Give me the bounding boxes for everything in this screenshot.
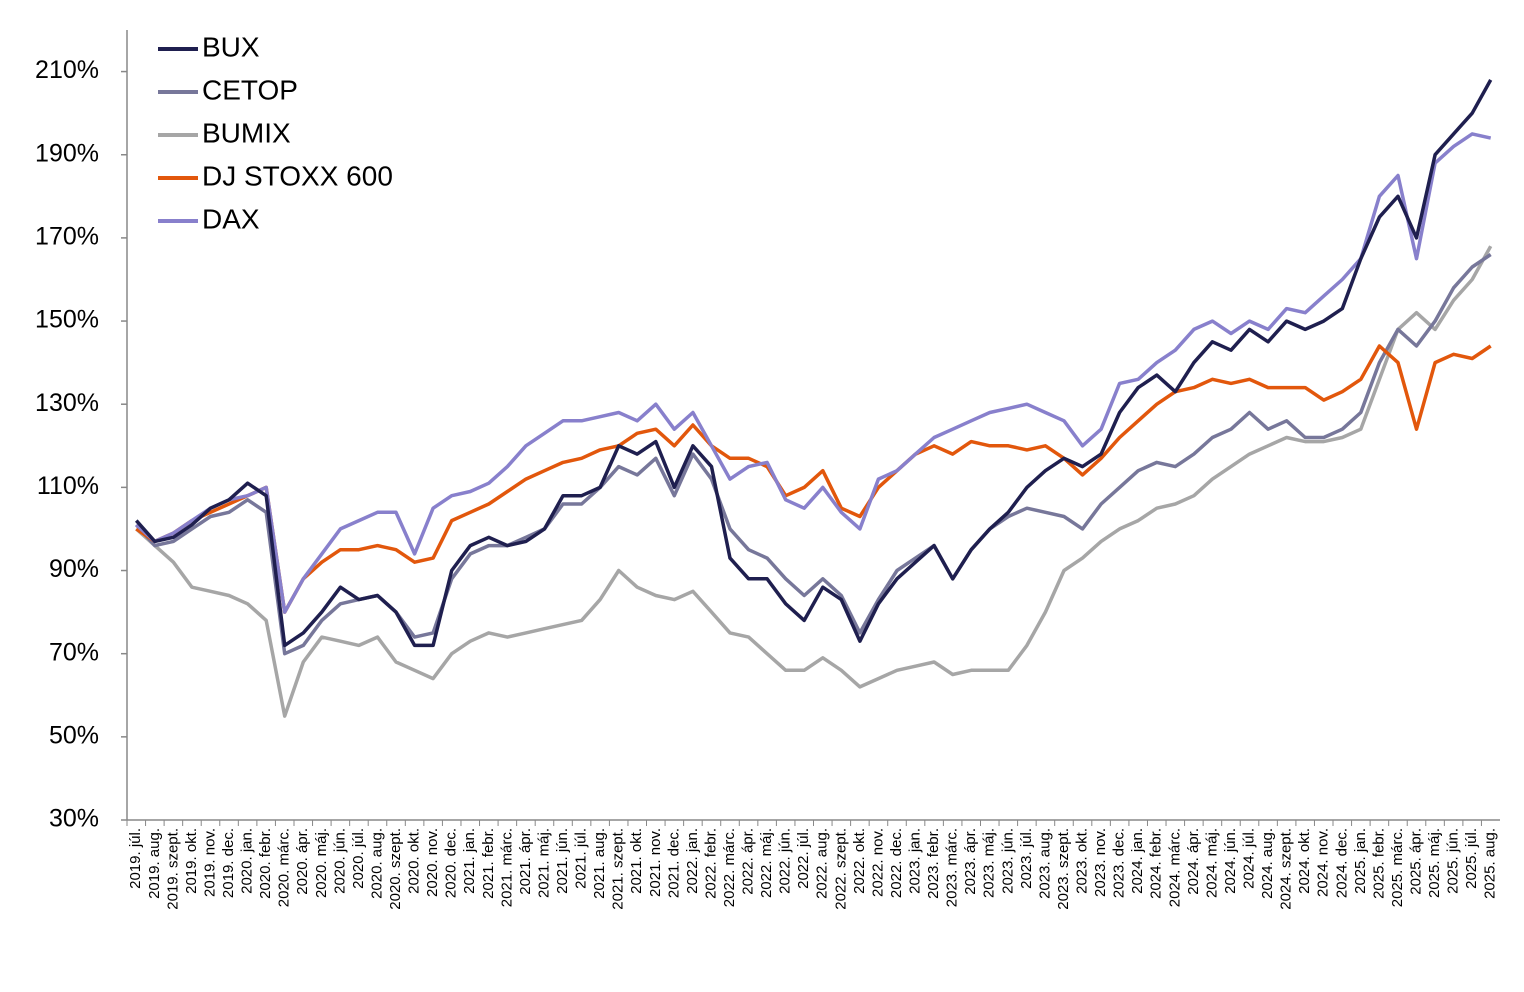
x-tick-label: 2022. júl. xyxy=(795,828,812,889)
x-tick-label: 2023. márc. xyxy=(944,828,961,907)
x-tick-label: 2024. jan. xyxy=(1129,828,1146,894)
x-tick-label: 2025. máj. xyxy=(1426,828,1443,898)
x-tick-label: 2021. febr. xyxy=(480,828,497,899)
y-tick-label: 190% xyxy=(35,139,99,167)
x-tick-label: 2021. máj. xyxy=(535,828,552,898)
x-tick-label: 2021. jún. xyxy=(554,828,571,894)
x-tick-label: 2021. dec. xyxy=(665,828,682,898)
y-tick-label: 110% xyxy=(37,472,99,500)
series-line xyxy=(134,79,1493,648)
y-tick-label: 30% xyxy=(49,805,99,833)
x-tick-label: 2025. aug. xyxy=(1482,828,1499,899)
y-tick-label: 70% xyxy=(49,638,99,666)
x-tick-label: 2024. nov. xyxy=(1315,828,1332,897)
x-tick-label: 2024. márc. xyxy=(1166,828,1183,907)
x-tick-label: 2023. febr. xyxy=(925,828,942,899)
x-tick-label: 2023. jún. xyxy=(999,828,1016,894)
x-tick-label: 2024. febr. xyxy=(1148,828,1165,899)
x-tick-label: 2024. jún. xyxy=(1222,828,1239,894)
x-tick-label: 2021. okt. xyxy=(628,828,645,894)
x-tick-label: 2022. márc. xyxy=(721,828,738,907)
x-tick-label: 2019. szept. xyxy=(164,828,181,910)
x-tick-label: 2024. máj. xyxy=(1203,828,1220,898)
x-tick-label: 2022. szept. xyxy=(832,828,849,910)
x-tick-label: 2023. dec. xyxy=(1111,828,1128,898)
x-tick-label: 2024. júl. xyxy=(1240,828,1257,889)
x-tick-label: 2021. szept. xyxy=(610,828,627,910)
x-tick-label: 2023. nov. xyxy=(1092,828,1109,897)
legend-label: DAX xyxy=(202,203,260,234)
y-tick-label: 130% xyxy=(35,389,99,417)
x-tick-label: 2022. jún. xyxy=(777,828,794,894)
x-tick-label: 2020. szept. xyxy=(387,828,404,910)
x-tick-label: 2021. ápr. xyxy=(517,828,534,895)
x-tick-label: 2022. dec. xyxy=(888,828,905,898)
y-tick-label: 210% xyxy=(35,56,99,84)
x-tick-label: 2020. jún. xyxy=(331,828,348,894)
x-tick-label: 2023. jan. xyxy=(907,828,924,894)
series-line xyxy=(135,132,1492,614)
x-tick-label: 2024. szept. xyxy=(1278,828,1295,910)
y-tick-label: 170% xyxy=(35,223,99,251)
x-tick-label: 2023. okt. xyxy=(1074,828,1091,894)
x-tick-label: 2021. jan. xyxy=(461,828,478,894)
x-tick-label: 2020. dec. xyxy=(443,828,460,898)
x-tick-label: 2024. dec. xyxy=(1333,828,1350,898)
x-tick-label: 2025. márc. xyxy=(1389,828,1406,907)
x-tick-label: 2019. nov. xyxy=(201,828,218,897)
x-tick-label: 2025. febr. xyxy=(1370,828,1387,899)
x-tick-label: 2019. okt. xyxy=(183,828,200,894)
x-tick-label: 2023. júl. xyxy=(1018,828,1035,889)
x-tick-label: 2020. nov. xyxy=(424,828,441,897)
legend-label: BUMIX xyxy=(202,117,291,148)
x-tick-label: 2020. okt. xyxy=(406,828,423,894)
legend-label: DJ STOXX 600 xyxy=(202,160,393,191)
x-tick-label: 2023. máj. xyxy=(981,828,998,898)
x-tick-label: 2024. okt. xyxy=(1296,828,1313,894)
x-tick-label: 2020. máj. xyxy=(313,828,330,898)
x-tick-label: 2019. dec. xyxy=(220,828,237,898)
x-tick-label: 2023. ápr. xyxy=(962,828,979,895)
x-tick-label: 2020. márc. xyxy=(276,828,293,907)
x-tick-label: 2024. ápr. xyxy=(1185,828,1202,895)
x-tick-label: 2025. ápr. xyxy=(1407,828,1424,895)
y-tick-label: 50% xyxy=(49,721,99,749)
x-tick-label: 2022. aug. xyxy=(814,828,831,899)
series-line xyxy=(135,344,1492,614)
legend-label: BUX xyxy=(202,31,260,62)
x-tick-label: 2022. febr. xyxy=(702,828,719,899)
x-tick-label: 2022. nov. xyxy=(869,828,886,897)
x-tick-label: 2022. jan. xyxy=(684,828,701,894)
x-tick-label: 2022. ápr. xyxy=(740,828,757,895)
legend-label: CETOP xyxy=(202,74,298,105)
x-tick-label: 2020. jan. xyxy=(239,828,256,894)
x-tick-label: 2022. máj. xyxy=(758,828,775,898)
x-tick-label: 2020. júl. xyxy=(350,828,367,889)
x-tick-label: 2020. febr. xyxy=(257,828,274,899)
x-tick-label: 2025. jan. xyxy=(1352,828,1369,894)
series-line xyxy=(135,245,1493,718)
x-tick-label: 2023. aug. xyxy=(1036,828,1053,899)
x-tick-label: 2020. aug. xyxy=(368,828,385,899)
x-tick-label: 2021. júl. xyxy=(573,828,590,889)
y-tick-label: 150% xyxy=(35,306,99,334)
x-tick-label: 2024. aug. xyxy=(1259,828,1276,899)
x-tick-label: 2020. ápr. xyxy=(294,828,311,895)
x-tick-label: 2022. okt. xyxy=(851,828,868,894)
x-tick-label: 2025. júl. xyxy=(1463,828,1480,889)
series-line xyxy=(134,253,1492,656)
x-tick-label: 2019. aug. xyxy=(146,828,163,899)
x-tick-label: 2021. márc. xyxy=(498,828,515,907)
x-tick-label: 2019. júl. xyxy=(127,828,144,889)
x-tick-label: 2021. aug. xyxy=(591,828,608,899)
x-tick-label: 2021. nov. xyxy=(647,828,664,897)
y-tick-label: 90% xyxy=(49,555,99,583)
x-tick-label: 2025. jún. xyxy=(1445,828,1462,894)
x-tick-label: 2023. szept. xyxy=(1055,828,1072,910)
